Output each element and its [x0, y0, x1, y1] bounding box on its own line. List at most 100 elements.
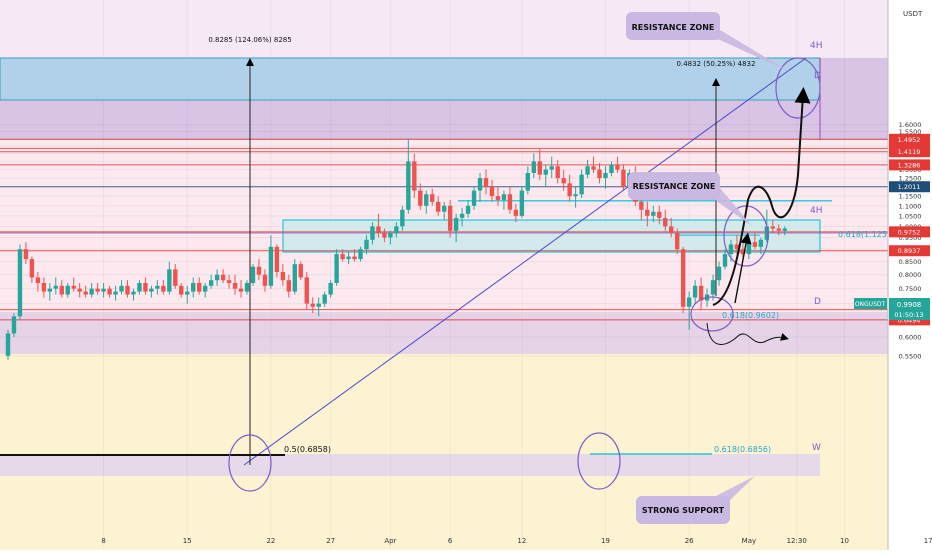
- y-tick-label: 0.8000: [899, 271, 922, 279]
- x-tick-label: 15: [183, 537, 192, 545]
- candle-body: [436, 201, 441, 212]
- candle-body: [591, 166, 596, 170]
- y-tick-label: 0.9500: [899, 234, 922, 242]
- candle-body: [513, 209, 519, 216]
- candle-body: [430, 194, 435, 202]
- candle-body: [621, 169, 626, 187]
- candle-body: [292, 264, 297, 292]
- candle-body: [256, 266, 262, 275]
- candle-body: [710, 280, 716, 295]
- candle-body: [23, 249, 29, 260]
- candle-body: [418, 190, 423, 206]
- candle-body: [334, 254, 339, 283]
- x-tick-label: 10: [840, 537, 849, 545]
- candle-body: [143, 282, 148, 292]
- candle-body: [609, 164, 614, 173]
- candle-body: [561, 178, 566, 184]
- candle-body: [394, 226, 399, 233]
- candle-body: [728, 244, 734, 255]
- candle-body: [441, 205, 447, 212]
- price-badge: [889, 181, 930, 193]
- candle-body: [173, 269, 178, 286]
- candle-body: [400, 209, 405, 227]
- candle-body: [328, 282, 333, 295]
- price-badge: [889, 245, 930, 257]
- candle-body: [525, 172, 531, 191]
- y-tick-label: 0.8500: [899, 258, 922, 266]
- candle-body: [579, 174, 584, 195]
- candle-body: [304, 277, 309, 304]
- measure-label-left: 0.8285 (124.06%) 8285: [208, 36, 291, 44]
- candle-body: [95, 288, 100, 292]
- candle-body: [274, 246, 280, 273]
- candle-body: [782, 228, 787, 231]
- candle-body: [597, 169, 602, 179]
- candle-body: [197, 282, 202, 292]
- price-badge: [889, 159, 930, 171]
- candle-body: [376, 226, 381, 233]
- candle-body: [388, 232, 393, 238]
- candle-body: [531, 161, 536, 173]
- candle-body: [232, 282, 238, 289]
- candle-body: [663, 217, 668, 227]
- candle-body: [167, 269, 172, 292]
- candle-body: [238, 288, 244, 292]
- candle-body: [11, 316, 17, 334]
- candle-body: [465, 205, 471, 214]
- candle-body: [573, 194, 578, 197]
- x-tick-label: May: [742, 537, 756, 545]
- fib-label-current: 0.618(0.9602): [722, 311, 779, 320]
- x-tick-label: 12:30: [787, 537, 807, 545]
- band-yellow: [0, 354, 888, 550]
- candle-body: [722, 254, 728, 267]
- candle-body: [698, 285, 704, 301]
- y-tick-label: 1.6000: [899, 121, 922, 129]
- candle-body: [268, 246, 274, 286]
- circle-current: [690, 296, 734, 332]
- band-top-pink: [0, 0, 888, 58]
- candle-body: [734, 244, 740, 250]
- price-axis: [888, 0, 932, 550]
- candle-body: [752, 242, 758, 247]
- candle-body: [686, 297, 692, 307]
- resistance-zone-top: [0, 57, 821, 101]
- candle-body: [71, 285, 76, 289]
- candle-body: [346, 256, 351, 260]
- callout-text-support: STRONG SUPPORT: [642, 506, 725, 515]
- candle-body: [483, 178, 489, 187]
- price-badge-label: 1.2011: [898, 183, 921, 191]
- candle-body: [310, 303, 315, 307]
- candle-body: [77, 288, 82, 292]
- callout-text-top: RESISTANCE ZONE: [632, 23, 715, 32]
- y-tick-label: 1.2500: [899, 175, 922, 183]
- fib-label-support: 0.618(0.6856): [714, 445, 771, 454]
- candle-body: [537, 161, 542, 175]
- trendline: [243, 57, 807, 466]
- candle-body: [131, 291, 136, 295]
- candle-body: [29, 259, 35, 278]
- y-tick-label: 1.1500: [899, 193, 922, 201]
- fib-label-mid: 0.618(1.1256): [838, 230, 895, 239]
- candle-body: [740, 249, 746, 255]
- x-tick-label: 6: [448, 537, 453, 545]
- candle-body: [41, 282, 47, 292]
- candle-body: [424, 194, 429, 206]
- candle-body: [250, 266, 256, 283]
- circle-low-right: [577, 432, 621, 490]
- candle-body: [406, 161, 411, 210]
- candle-body: [280, 272, 286, 281]
- candle-body: [35, 277, 41, 283]
- current-price-badge: ONGUSDT 0.9908 01:50:13: [854, 298, 930, 320]
- candle-body: [746, 242, 752, 255]
- candle-body: [770, 226, 775, 229]
- candle-body: [651, 211, 656, 216]
- candle-body: [101, 288, 106, 292]
- candle-body: [549, 166, 554, 170]
- x-tick-label: 19: [601, 537, 610, 545]
- circle-target-top: [775, 57, 821, 119]
- price-badge: [889, 146, 930, 158]
- candle-body: [370, 226, 375, 240]
- candle-body: [495, 196, 501, 200]
